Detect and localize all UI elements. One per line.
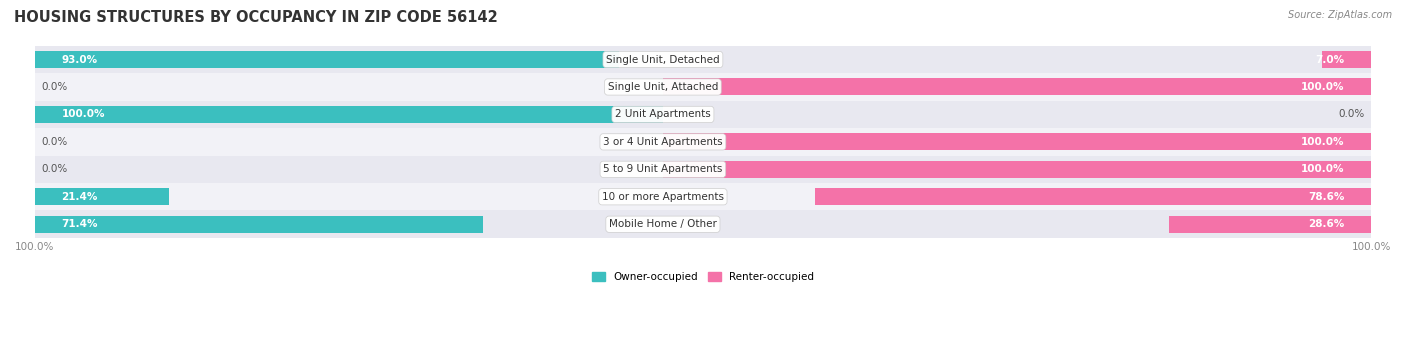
- Text: 71.4%: 71.4%: [62, 219, 98, 229]
- Text: Source: ZipAtlas.com: Source: ZipAtlas.com: [1288, 10, 1392, 20]
- Text: 100.0%: 100.0%: [1301, 164, 1344, 174]
- Bar: [35, 101, 1371, 128]
- Bar: [35, 73, 1371, 101]
- Text: 28.6%: 28.6%: [1309, 219, 1344, 229]
- Text: 21.4%: 21.4%: [62, 192, 98, 202]
- Text: 5 to 9 Unit Apartments: 5 to 9 Unit Apartments: [603, 164, 723, 174]
- Bar: [35, 188, 169, 205]
- Text: Single Unit, Detached: Single Unit, Detached: [606, 54, 720, 65]
- Text: 78.6%: 78.6%: [1308, 192, 1344, 202]
- Text: 93.0%: 93.0%: [62, 54, 97, 65]
- Bar: [1168, 216, 1371, 233]
- Bar: [35, 46, 1371, 73]
- Text: 100.0%: 100.0%: [1301, 82, 1344, 92]
- Text: 0.0%: 0.0%: [41, 164, 67, 174]
- Legend: Owner-occupied, Renter-occupied: Owner-occupied, Renter-occupied: [588, 268, 818, 287]
- Bar: [35, 51, 619, 68]
- Text: Single Unit, Attached: Single Unit, Attached: [607, 82, 718, 92]
- Bar: [662, 78, 1371, 95]
- Text: Mobile Home / Other: Mobile Home / Other: [609, 219, 717, 229]
- Bar: [35, 210, 1371, 238]
- Bar: [35, 183, 1371, 210]
- Bar: [35, 216, 484, 233]
- Text: 100.0%: 100.0%: [62, 109, 105, 119]
- Text: 100.0%: 100.0%: [1301, 137, 1344, 147]
- Bar: [662, 161, 1371, 178]
- Text: 0.0%: 0.0%: [41, 137, 67, 147]
- Bar: [814, 188, 1371, 205]
- Text: 7.0%: 7.0%: [1316, 54, 1344, 65]
- Bar: [662, 133, 1371, 150]
- Bar: [1322, 51, 1371, 68]
- Bar: [35, 128, 1371, 156]
- Text: 2 Unit Apartments: 2 Unit Apartments: [614, 109, 711, 119]
- Text: 10 or more Apartments: 10 or more Apartments: [602, 192, 724, 202]
- Bar: [35, 106, 662, 123]
- Text: 0.0%: 0.0%: [41, 82, 67, 92]
- Text: 3 or 4 Unit Apartments: 3 or 4 Unit Apartments: [603, 137, 723, 147]
- Text: 0.0%: 0.0%: [1339, 109, 1365, 119]
- Bar: [35, 156, 1371, 183]
- Text: HOUSING STRUCTURES BY OCCUPANCY IN ZIP CODE 56142: HOUSING STRUCTURES BY OCCUPANCY IN ZIP C…: [14, 10, 498, 25]
